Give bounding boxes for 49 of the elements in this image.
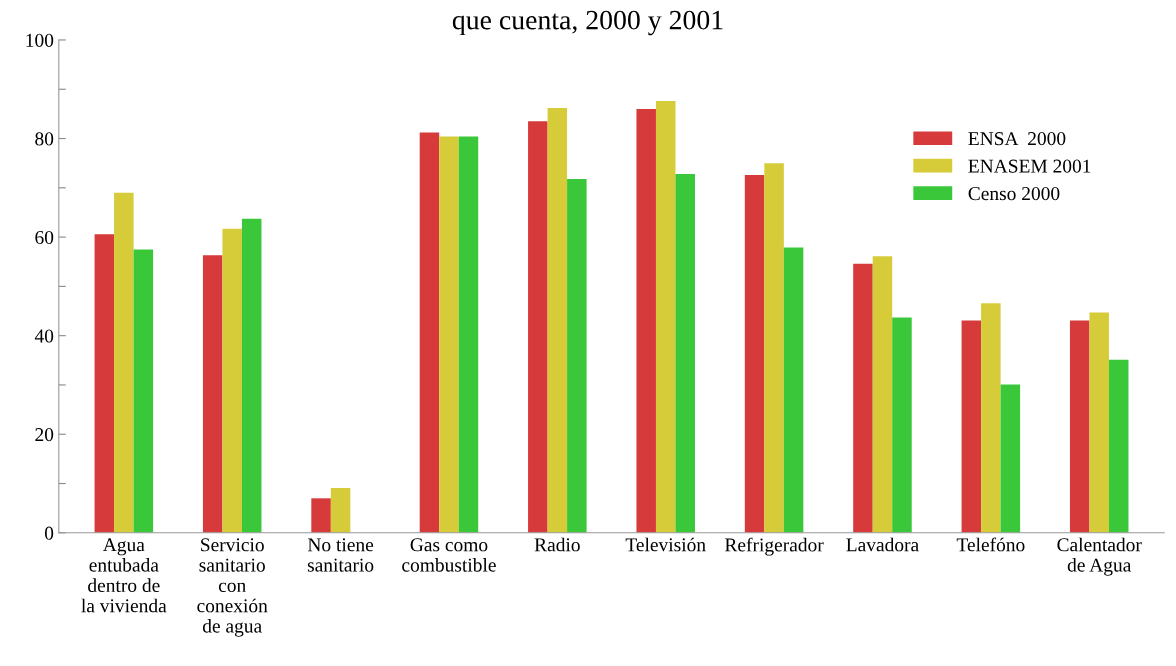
x-tick-label: Servicio sanitario con conexión de agua: [197, 538, 268, 637]
bar: [330, 487, 351, 533]
x-tick-label: Calentador de Agua: [1057, 537, 1142, 576]
bar: [94, 234, 115, 533]
bar: [528, 121, 548, 533]
bar: [133, 249, 154, 533]
x-tick-label: Agua entubada dentro de la vivienda: [81, 538, 167, 613]
x-tick-label: Telefóno: [956, 537, 1025, 552]
bar: [1069, 320, 1090, 533]
y-tick-label: 20: [35, 428, 54, 442]
legend-label: ENSA 2000: [968, 132, 1066, 146]
legend-label: Censo 2000: [968, 187, 1060, 201]
bar: [114, 192, 134, 533]
bar: [311, 498, 331, 533]
x-tick-label: Televisión: [625, 537, 706, 552]
y-tick-label: 40: [34, 329, 54, 343]
bar: [202, 255, 223, 533]
bar: [547, 107, 568, 533]
bar: [1089, 312, 1109, 533]
bar: [567, 178, 587, 533]
y-tick-label: 100: [26, 33, 54, 47]
bar: [1108, 359, 1129, 533]
bar: [1000, 384, 1021, 533]
y-tick-label: 0: [44, 526, 54, 540]
bar: [872, 256, 893, 533]
bar: [961, 320, 982, 533]
bar: [892, 317, 912, 533]
x-tick-label: Refrigerador: [724, 537, 824, 556]
legend-label: ENASEM 2001: [968, 159, 1091, 173]
bar: [222, 228, 242, 533]
x-tick-label: No tiene sanitario: [307, 538, 374, 572]
bar: [241, 218, 262, 533]
bar: [675, 174, 695, 533]
bar: [783, 247, 804, 533]
bar: [439, 136, 459, 533]
bar: [981, 303, 1001, 533]
bar: [853, 263, 873, 533]
bar: [458, 136, 479, 533]
bar: [636, 108, 656, 533]
x-tick-label: Gas como combustible: [402, 538, 496, 572]
chart-title: que cuenta, 2000 y 2001: [452, 10, 723, 36]
bar: [419, 132, 440, 533]
y-tick-label: 60: [35, 230, 54, 245]
bar: [764, 163, 784, 533]
bar: [655, 101, 676, 533]
x-tick-label: Lavadora: [846, 537, 919, 552]
bar: [744, 175, 765, 533]
y-tick-label: 80: [35, 132, 54, 146]
x-tick-label: Radio: [534, 537, 580, 552]
